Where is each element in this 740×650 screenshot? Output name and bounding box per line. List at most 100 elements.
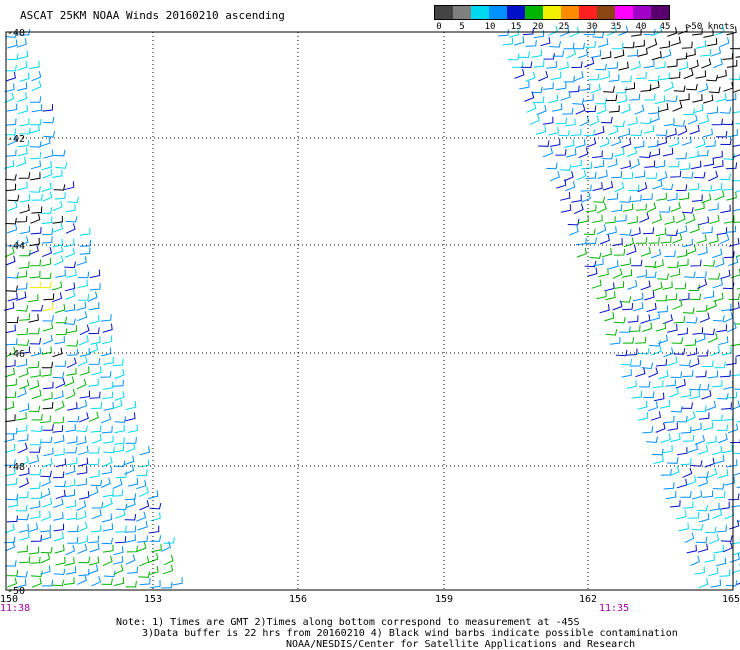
wind-barb bbox=[714, 257, 725, 268]
wind-barb bbox=[724, 215, 735, 224]
wind-barb bbox=[642, 426, 653, 434]
wind-barb bbox=[658, 103, 669, 113]
wind-barb bbox=[42, 392, 53, 401]
wind-barb bbox=[19, 556, 31, 564]
wind-barb bbox=[67, 525, 79, 533]
wind-barb bbox=[17, 491, 29, 499]
wind-barb bbox=[522, 27, 534, 36]
wind-barb bbox=[696, 234, 707, 244]
wind-barb bbox=[612, 268, 623, 279]
wind-barb bbox=[17, 60, 28, 71]
lon-label: 165 bbox=[722, 594, 740, 605]
legend-label: 15 bbox=[510, 22, 522, 32]
wind-barb bbox=[686, 83, 698, 91]
wind-barb bbox=[102, 555, 113, 567]
wind-barb bbox=[535, 125, 547, 135]
wind-barb bbox=[102, 497, 113, 508]
wind-barb bbox=[726, 321, 737, 333]
wind-barb bbox=[710, 579, 721, 588]
wind-barb bbox=[630, 359, 642, 367]
wind-barb bbox=[52, 245, 64, 255]
wind-barb bbox=[623, 41, 635, 49]
wind-barb bbox=[543, 82, 554, 90]
wind-barb bbox=[520, 61, 533, 69]
wind-barb bbox=[5, 217, 17, 225]
wind-barb bbox=[707, 332, 718, 343]
wind-barb bbox=[65, 465, 76, 475]
wind-barb bbox=[719, 37, 730, 48]
wind-barb bbox=[42, 168, 53, 179]
wind-barb bbox=[697, 349, 709, 357]
wind-barb bbox=[630, 194, 642, 202]
wind-barb bbox=[16, 282, 28, 290]
wind-barb bbox=[608, 260, 619, 270]
wind-barb bbox=[648, 106, 660, 115]
wind-barb bbox=[564, 139, 575, 148]
wind-barb bbox=[29, 380, 40, 390]
wind-barb bbox=[40, 546, 53, 554]
wind-barb bbox=[663, 482, 675, 490]
wind-barb bbox=[621, 369, 632, 378]
wind-barb bbox=[644, 260, 657, 268]
wind-barb bbox=[497, 29, 509, 37]
wind-barb bbox=[55, 316, 67, 324]
wind-barb bbox=[725, 162, 738, 170]
wind-barb bbox=[695, 138, 706, 149]
wind-barb bbox=[113, 460, 126, 467]
wind-barb bbox=[76, 466, 88, 475]
wind-barb bbox=[604, 216, 616, 224]
wind-barb bbox=[581, 161, 593, 170]
wind-barb bbox=[615, 349, 628, 357]
wind-barb bbox=[79, 247, 91, 255]
wind-barb bbox=[31, 304, 43, 312]
wind-barb bbox=[627, 215, 638, 225]
wind-barb bbox=[101, 466, 112, 475]
wind-barb bbox=[78, 568, 90, 577]
wind-barb bbox=[89, 542, 100, 553]
wind-barb bbox=[695, 405, 707, 413]
wind-barb bbox=[726, 391, 738, 399]
wind-barb bbox=[618, 25, 629, 36]
wind-barb bbox=[138, 459, 150, 468]
wind-barb bbox=[65, 544, 76, 556]
wind-barb bbox=[66, 435, 78, 444]
wind-barb bbox=[637, 400, 648, 410]
wind-barb bbox=[655, 322, 667, 332]
wind-barb bbox=[76, 500, 87, 511]
wind-barb bbox=[5, 346, 16, 358]
wind-barb bbox=[7, 272, 19, 279]
wind-barb bbox=[680, 491, 692, 498]
wind-barb bbox=[726, 191, 737, 201]
wind-barb bbox=[576, 169, 587, 181]
wind-barb bbox=[29, 482, 41, 490]
wind-barb bbox=[633, 302, 644, 312]
wind-barb bbox=[547, 94, 559, 104]
wind-barb bbox=[669, 71, 681, 79]
legend-label: 30 bbox=[586, 22, 598, 32]
wind-barb bbox=[671, 406, 683, 413]
wind-barb bbox=[649, 148, 661, 157]
wind-barb bbox=[101, 347, 112, 357]
wind-barb bbox=[6, 378, 17, 387]
wind-barb bbox=[714, 491, 726, 499]
wind-barb bbox=[585, 171, 597, 179]
wind-barb bbox=[719, 569, 731, 577]
wind-barb bbox=[716, 525, 727, 533]
wind-barb bbox=[707, 467, 718, 479]
wind-barb bbox=[124, 464, 135, 475]
wind-barb bbox=[608, 125, 619, 136]
wind-barb bbox=[76, 478, 87, 487]
wind-barb bbox=[4, 367, 15, 378]
wind-barb bbox=[682, 467, 693, 478]
wind-barb bbox=[675, 184, 688, 191]
wind-barb bbox=[5, 64, 17, 72]
wind-barb bbox=[684, 532, 695, 544]
wind-barb bbox=[502, 37, 513, 46]
wind-barb bbox=[16, 291, 27, 301]
wind-barb bbox=[585, 204, 597, 213]
wind-barb bbox=[694, 434, 705, 446]
wind-barb bbox=[596, 202, 607, 214]
wind-barb bbox=[54, 192, 66, 200]
wind-barb bbox=[696, 304, 708, 312]
wind-barb bbox=[723, 82, 734, 92]
